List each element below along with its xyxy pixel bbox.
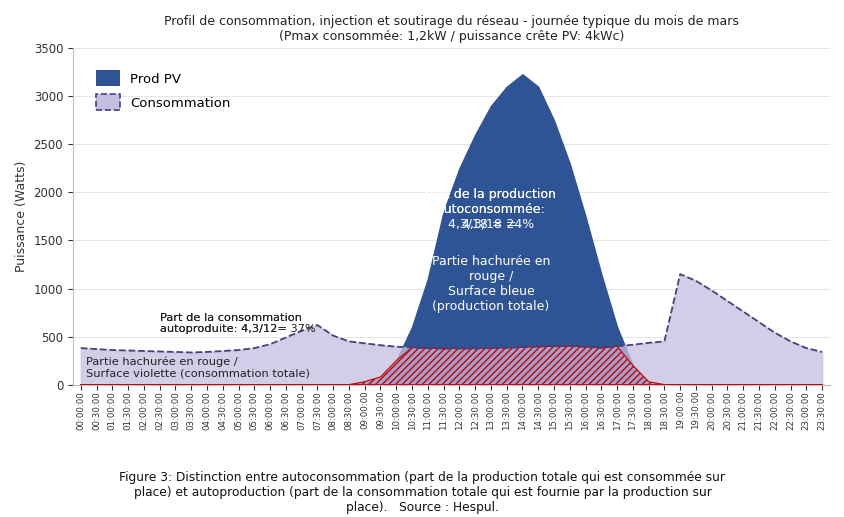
Text: Part de la consommation
autoproduite: 4,3/12= 37%: Part de la consommation autoproduite: 4,… — [160, 313, 315, 334]
Text: Part de la production
autoconsommée:
4,3/18 = 24%: Part de la production autoconsommée: 4,3… — [425, 188, 555, 231]
Legend: Prod PV, Consommation: Prod PV, Consommation — [91, 65, 235, 116]
Text: Part de la production
autoconsommée:
4,3/18 =: Part de la production autoconsommée: 4,3… — [425, 188, 555, 231]
Text: Partie hachurée en rouge /
Surface violette (consommation totale): Partie hachurée en rouge / Surface viole… — [85, 357, 309, 379]
Y-axis label: Puissance (Watts): Puissance (Watts) — [15, 161, 28, 272]
Text: Figure 3: Distinction entre autoconsommation (part de la production totale qui e: Figure 3: Distinction entre autoconsomma… — [119, 472, 725, 514]
Title: Profil de consommation, injection et soutirage du réseau - journée typique du mo: Profil de consommation, injection et sou… — [164, 15, 738, 43]
Text: Partie hachurée en
rouge /
Surface bleue
(production totale): Partie hachurée en rouge / Surface bleue… — [431, 255, 549, 313]
Text: Part de la consommation
autoproduite: 4,3/12=: Part de la consommation autoproduite: 4,… — [160, 313, 301, 334]
